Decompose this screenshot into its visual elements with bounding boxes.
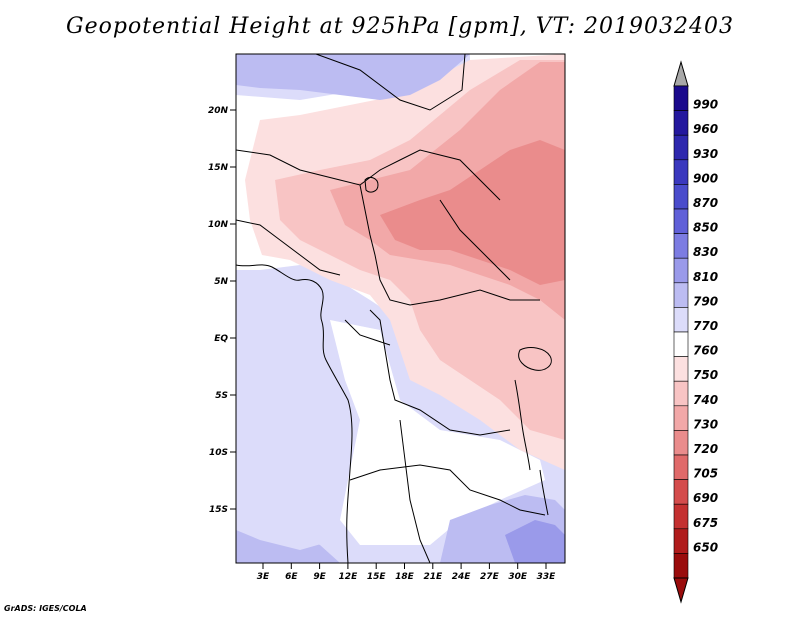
colorbar-swatch-9 (673, 307, 689, 333)
map-title: Geopotential Height at 925hPa [gpm], VT:… (66, 14, 734, 39)
colorbar-label-6: 830 (693, 245, 718, 259)
colorbar-label-16: 690 (693, 491, 718, 505)
lat-tick-label-5: 5S (215, 391, 228, 401)
lon-tick-label-3: 12E (339, 572, 359, 582)
latitude-axis: 20N 15N 10N 5N EQ 5S 10S 15S (208, 106, 236, 515)
coastline-west-africa (236, 264, 353, 563)
colorbar-swatch-8 (673, 282, 689, 308)
colorbar-swatch-1 (673, 110, 689, 136)
field-790-north (236, 54, 470, 100)
lat-tick-label-6: 10S (209, 448, 228, 458)
colorbar-swatch-5 (673, 208, 689, 234)
colorbar-label-3: 900 (693, 171, 718, 185)
height-field (236, 54, 565, 563)
colorbar-label-12: 740 (693, 393, 718, 407)
colorbar-bottom-arrow (673, 577, 689, 604)
colorbar-label-2: 930 (693, 147, 718, 161)
lon-tick-label-0: 3E (257, 572, 270, 582)
colorbar-swatch-14 (673, 430, 689, 456)
colorbar-swatch-10 (673, 331, 689, 357)
lon-tick-label-8: 27E (480, 572, 500, 582)
colorbar-swatch-12 (673, 380, 689, 407)
lon-tick-label-2: 9E (313, 572, 326, 582)
longitude-axis: 3E 6E 9E 12E 15E 18E 21E 24E 27E 30E 33E (257, 563, 556, 582)
colorbar-label-15: 705 (693, 467, 718, 481)
coastlines-and-borders (236, 54, 552, 563)
lat-tick-label-2: 10N (208, 220, 229, 230)
lon-tick-label-4: 15E (367, 572, 387, 582)
colorbar-label-5: 850 (693, 221, 718, 235)
field-720 (380, 140, 565, 285)
grads-credit: GrADS: IGES/COLA (4, 604, 87, 613)
colorbar-label-18: 650 (693, 540, 718, 554)
colorbar-swatch-6 (673, 233, 689, 259)
border-south-2 (399, 419, 431, 563)
map-frame (235, 53, 566, 564)
lat-tick-label-0: 20N (208, 106, 229, 116)
border-central (439, 199, 511, 281)
colorbar-swatch-7 (673, 257, 689, 284)
colorbar-label-10: 760 (693, 344, 718, 358)
colorbar-swatch-0 (673, 85, 689, 111)
border-nigeria-chad (359, 184, 540, 306)
lon-tick-label-7: 24E (452, 572, 472, 582)
colorbar-top-arrow (673, 60, 689, 87)
colorbar-label-1: 960 (693, 122, 718, 136)
lon-tick-label-10: 33E (537, 572, 557, 582)
lon-tick-label-6: 21E (423, 572, 443, 582)
lake-victoria (518, 347, 552, 371)
colorbar-swatch-19 (673, 553, 689, 579)
colorbar-label-17: 675 (693, 516, 718, 530)
lon-tick-label-5: 18E (395, 572, 415, 582)
colorbar-label-11: 750 (693, 368, 718, 382)
colorbar-label-8: 790 (693, 294, 718, 308)
lat-tick-label-3: 5N (214, 277, 228, 287)
colorbar-swatch-4 (673, 184, 689, 210)
lat-tick-label-7: 15S (209, 505, 228, 515)
border-north-1 (315, 54, 466, 111)
lake-malawi (539, 469, 549, 516)
colorbar-label-14: 720 (693, 442, 718, 456)
colorbar-swatch-11 (673, 356, 689, 382)
colorbar: 990 960 930 900 870 850 830 810 790 770 760 750 740 7… (673, 60, 718, 604)
field-810-southeast (505, 520, 565, 563)
colorbar-label-13: 730 (693, 417, 718, 431)
border-sahel (236, 219, 341, 276)
lat-tick-label-4: EQ (214, 334, 228, 344)
colorbar-label-9: 770 (693, 319, 718, 333)
lake-tanganyika (514, 379, 531, 471)
colorbar-swatch-13 (673, 405, 689, 431)
colorbar-swatch-3 (673, 159, 689, 185)
border-south (349, 464, 546, 516)
border-congo (344, 319, 391, 346)
lat-tick-label-1: 15N (208, 163, 229, 173)
field-760-south (330, 320, 545, 545)
field-770-atlantic (236, 285, 350, 550)
lon-tick-label-1: 6E (285, 572, 298, 582)
colorbar-label-0: 990 (693, 98, 718, 112)
colorbar-swatch-17 (673, 503, 689, 530)
border-gulf (369, 309, 511, 436)
colorbar-swatch-16 (673, 479, 689, 505)
colorbar-swatch-15 (673, 454, 689, 480)
colorbar-swatch-2 (673, 134, 689, 161)
colorbar-label-7: 810 (693, 270, 718, 284)
lake-chad (364, 177, 379, 193)
colorbar-swatch-18 (673, 528, 689, 554)
colorbar-label-4: 870 (693, 196, 718, 210)
lon-tick-label-9: 30E (508, 572, 528, 582)
